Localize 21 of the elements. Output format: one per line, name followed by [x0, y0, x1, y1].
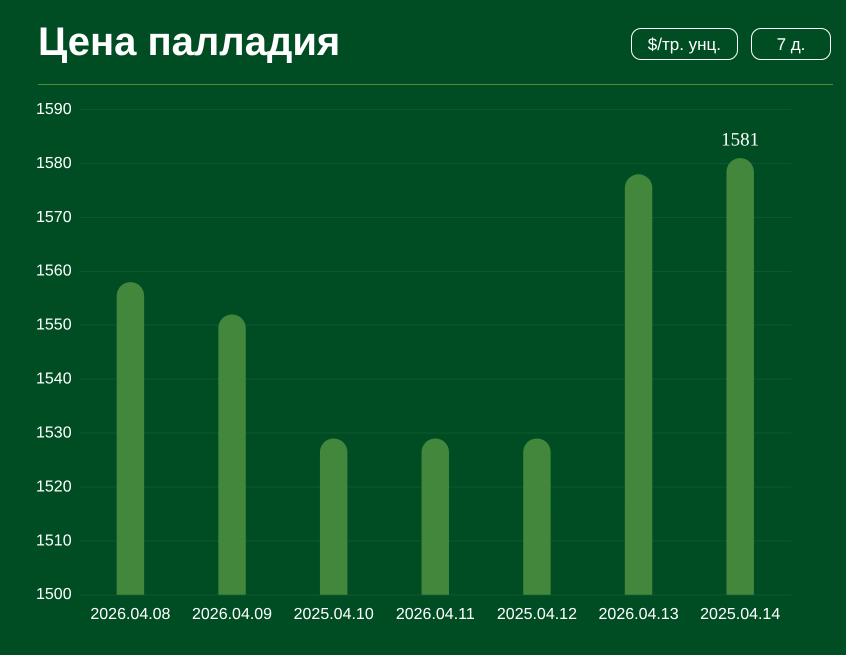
y-tick-label: 1530	[36, 424, 72, 442]
x-tick-label: 2026.04.13	[598, 606, 679, 623]
x-tick-label: 2026.04.09	[192, 606, 272, 623]
y-tick-label: 1560	[36, 262, 72, 280]
y-tick-label: 1540	[36, 370, 72, 388]
x-tick-label: 2025.04.12	[496, 606, 578, 623]
data-label: 1581	[721, 130, 760, 151]
x-tick-label: 2025.04.14	[700, 606, 780, 623]
y-tick-label: 1590	[36, 101, 72, 118]
chart-title: Цена палладия	[38, 20, 340, 65]
y-tick-label: 1550	[36, 316, 72, 334]
y-tick-label: 1510	[36, 532, 72, 550]
y-tick-label: 1500	[36, 586, 72, 604]
text: 7 д.	[751, 28, 831, 60]
x-tick-label: 2026.04.11	[396, 606, 475, 623]
x-tick-label: 2026.04.08	[90, 606, 171, 623]
y-tick-label: 1580	[36, 154, 72, 172]
x-tick-label: 2025.04.10	[294, 606, 374, 623]
text: $/тр. унц.	[630, 28, 738, 60]
y-tick-label: 1520	[36, 478, 72, 496]
y-tick-label: 1570	[36, 208, 72, 226]
